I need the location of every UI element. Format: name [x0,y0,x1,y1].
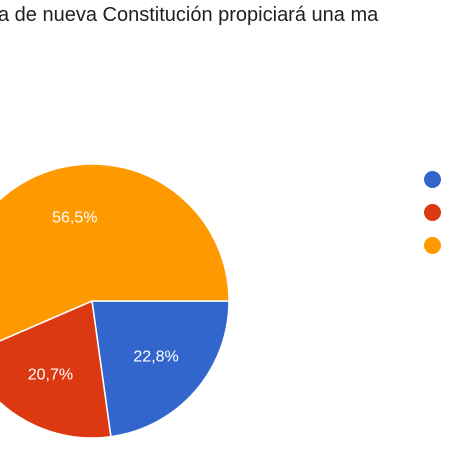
pie-slice-3 [0,163,230,342]
slice-label-3: 56,5% [52,209,97,226]
slice-labels: 22,8% 20,7% 56,5% [28,209,179,383]
slice-label-1: 22,8% [133,348,178,365]
legend [424,163,449,262]
slice-label-2: 20,7% [28,367,73,384]
legend-swatch-2 [424,204,441,221]
legend-swatch-1 [424,171,441,188]
legend-item-2 [424,196,449,229]
pie-slices [0,163,230,439]
legend-swatch-3 [424,237,441,254]
legend-item-1 [424,163,449,196]
pie-slice-2 [0,299,112,439]
legend-item-3 [424,229,449,262]
chart-title: a de nueva Constitución propiciará una m… [0,4,379,26]
pie-slice-1 [91,300,230,438]
